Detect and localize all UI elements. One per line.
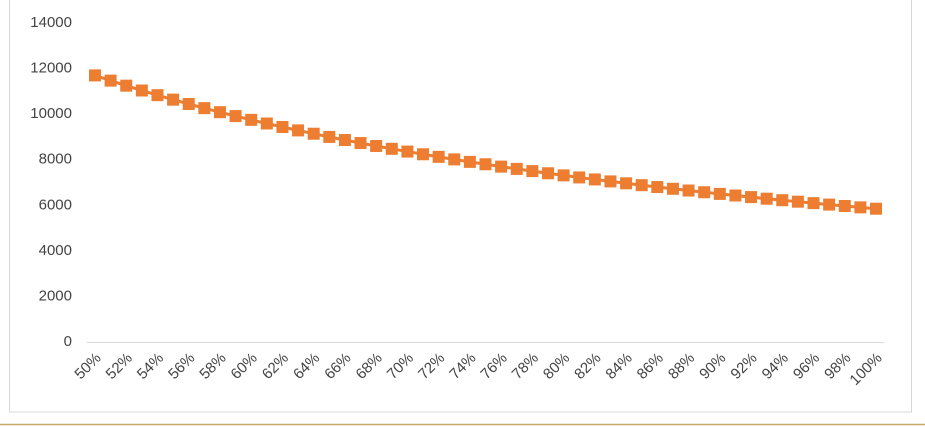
- x-tick-label: 80%: [540, 350, 573, 383]
- marker: [651, 181, 664, 194]
- x-tick-label: 90%: [696, 350, 729, 383]
- marker: [260, 117, 273, 130]
- y-tick-label: 0: [64, 333, 72, 350]
- marker: [604, 175, 617, 188]
- x-tick-label: 84%: [602, 350, 635, 383]
- marker: [104, 74, 117, 87]
- y-tick-label: 6000: [39, 196, 72, 213]
- x-tick-label: 64%: [290, 350, 323, 383]
- x-tick-label: 86%: [634, 350, 667, 383]
- x-tick-label: 52%: [103, 350, 136, 383]
- marker: [854, 201, 867, 214]
- line: [94, 73, 877, 211]
- x-tick-label: 76%: [477, 350, 510, 383]
- marker: [510, 162, 523, 175]
- marker: [541, 167, 554, 180]
- marker: [167, 93, 180, 106]
- marker: [417, 148, 430, 161]
- marker: [463, 155, 476, 168]
- x-tick-label: 66%: [321, 350, 354, 383]
- x-tick-label: 62%: [259, 350, 292, 383]
- marker: [745, 191, 758, 204]
- marker: [776, 194, 789, 207]
- x-tick-label: 60%: [228, 350, 261, 383]
- marker: [307, 127, 320, 140]
- x-tick-label: 54%: [134, 350, 167, 383]
- marker: [838, 199, 851, 212]
- marker: [276, 121, 289, 134]
- y-tick-label: 12000: [30, 60, 72, 77]
- y-tick-label: 4000: [39, 242, 72, 259]
- marker: [135, 84, 148, 97]
- marker: [370, 139, 383, 152]
- marker: [479, 158, 492, 171]
- marker: [151, 89, 164, 102]
- chart-frame: [9, 0, 912, 413]
- marker: [635, 179, 648, 192]
- marker: [807, 197, 820, 210]
- marker: [823, 198, 836, 211]
- marker: [698, 186, 711, 199]
- x-tick-label: 94%: [759, 350, 792, 383]
- x-tick-label: 72%: [415, 350, 448, 383]
- marker: [713, 187, 726, 200]
- marker: [338, 134, 351, 147]
- marker: [182, 97, 195, 110]
- marker: [385, 142, 398, 155]
- y-tick-label: 8000: [39, 151, 72, 168]
- x-tick-label: 74%: [446, 350, 479, 383]
- marker: [229, 110, 242, 123]
- marker: [666, 182, 679, 195]
- x-tick-label: 82%: [571, 350, 604, 383]
- marker: [292, 124, 305, 137]
- marker: [432, 150, 445, 163]
- marker: [495, 160, 508, 173]
- x-tick-label: 56%: [165, 350, 198, 383]
- x-tick-label: 50%: [71, 350, 104, 383]
- y-tick-label: 10000: [30, 105, 72, 122]
- x-tick-label: 68%: [353, 350, 386, 383]
- y-tick-label: 14000: [30, 14, 72, 31]
- marker: [557, 169, 570, 182]
- y-tick-label: 2000: [39, 287, 72, 304]
- marker: [573, 171, 586, 184]
- marker: [620, 177, 633, 190]
- marker: [245, 113, 258, 126]
- marker: [448, 153, 461, 166]
- x-tick-label: 100%: [846, 350, 885, 389]
- marker: [354, 137, 367, 150]
- marker: [213, 106, 226, 119]
- marker: [198, 102, 211, 115]
- x-tick-label: 88%: [665, 350, 698, 383]
- marker: [526, 165, 539, 178]
- marker: [588, 173, 601, 186]
- marker: [401, 145, 414, 158]
- marker: [89, 69, 101, 82]
- x-tick-label: 70%: [384, 350, 417, 383]
- marker: [729, 189, 742, 202]
- marker: [791, 195, 804, 208]
- x-tick-label: 78%: [509, 350, 542, 383]
- x-tick-label: 92%: [727, 350, 760, 383]
- x-tick-label: 96%: [790, 350, 823, 383]
- marker: [870, 202, 882, 215]
- marker: [760, 192, 773, 205]
- x-tick-label: 58%: [196, 350, 229, 383]
- marker: [120, 79, 133, 92]
- marker: [323, 130, 336, 143]
- marker: [682, 184, 695, 197]
